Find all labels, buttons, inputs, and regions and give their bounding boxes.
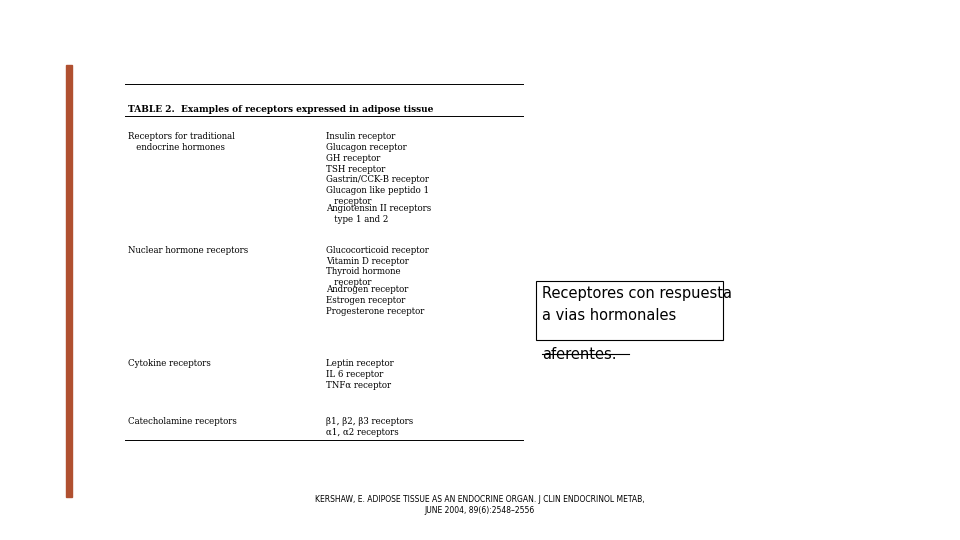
Text: aferentes.: aferentes. <box>542 347 617 362</box>
Text: TABLE 2.  Examples of receptors expressed in adipose tissue: TABLE 2. Examples of receptors expressed… <box>128 105 433 114</box>
Text: Thyroid hormone
   receptor: Thyroid hormone receptor <box>326 267 401 287</box>
Text: Insulin receptor: Insulin receptor <box>326 132 396 141</box>
Text: Estrogen receptor: Estrogen receptor <box>326 296 406 305</box>
Text: Progesterone receptor: Progesterone receptor <box>326 307 424 316</box>
FancyBboxPatch shape <box>536 281 723 340</box>
Text: α1, α2 receptors: α1, α2 receptors <box>326 428 399 437</box>
Text: Receptors for traditional
   endocrine hormones: Receptors for traditional endocrine horm… <box>128 132 234 152</box>
Text: Angiotensin II receptors
   type 1 and 2: Angiotensin II receptors type 1 and 2 <box>326 204 432 224</box>
Text: KERSHAW, E. ADIPOSE TISSUE AS AN ENDOCRINE ORGAN. J CLIN ENDOCRINOL METAB,: KERSHAW, E. ADIPOSE TISSUE AS AN ENDOCRI… <box>315 495 645 504</box>
Text: Glucocorticoid receptor: Glucocorticoid receptor <box>326 246 429 255</box>
Text: Gastrin/CCK-B receptor: Gastrin/CCK-B receptor <box>326 176 429 185</box>
Text: Glucagon like peptido 1
   receptor: Glucagon like peptido 1 receptor <box>326 186 429 206</box>
Bar <box>66 65 72 497</box>
Text: GH receptor: GH receptor <box>326 154 381 163</box>
Text: Glucagon receptor: Glucagon receptor <box>326 143 407 152</box>
Text: Vitamin D receptor: Vitamin D receptor <box>326 256 409 266</box>
Text: Receptores con respuesta: Receptores con respuesta <box>542 286 732 301</box>
Text: Nuclear hormone receptors: Nuclear hormone receptors <box>128 246 248 255</box>
Text: TSH receptor: TSH receptor <box>326 165 386 174</box>
Text: β1, β2, β3 receptors: β1, β2, β3 receptors <box>326 417 414 426</box>
Text: Leptin receptor: Leptin receptor <box>326 359 395 368</box>
Text: Cytokine receptors: Cytokine receptors <box>128 359 210 368</box>
Text: JUNE 2004, 89(6):2548–2556: JUNE 2004, 89(6):2548–2556 <box>425 506 535 515</box>
Text: a vias hormonales: a vias hormonales <box>542 308 677 323</box>
Text: Catecholamine receptors: Catecholamine receptors <box>128 417 236 426</box>
Text: Androgen receptor: Androgen receptor <box>326 285 409 294</box>
Text: TNFα receptor: TNFα receptor <box>326 381 392 390</box>
Text: IL 6 receptor: IL 6 receptor <box>326 370 384 379</box>
